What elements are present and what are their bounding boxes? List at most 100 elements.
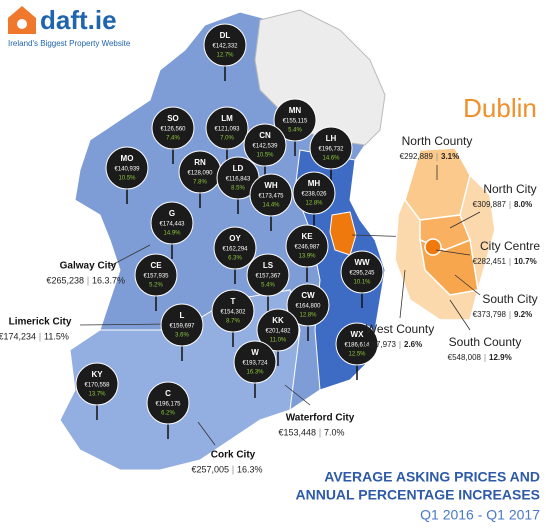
county-change: 8.7% [226, 319, 240, 325]
county-code: LD [233, 164, 244, 173]
city-centre-area [424, 238, 442, 256]
county-price: €164,800 [295, 304, 321, 310]
change: 16.3% [237, 464, 263, 474]
county-change: 10.5% [256, 153, 274, 159]
county-price: €196,732 [318, 147, 344, 153]
county-code: KE [301, 232, 313, 241]
area-name: North County [402, 134, 473, 148]
pin [105, 146, 149, 190]
price: €309,887 [473, 200, 507, 209]
county-price: €155,115 [283, 119, 308, 125]
county-code: CE [150, 261, 162, 270]
pin [273, 98, 317, 142]
pin [249, 173, 293, 217]
county-price: €142,332 [212, 44, 238, 50]
county-price: €121,093 [214, 127, 240, 133]
price: €287,973 [363, 340, 397, 349]
county-change: 16.3% [246, 370, 264, 376]
area-name: West County [366, 322, 434, 336]
leader [109, 244, 151, 267]
county-change: 14.9% [163, 231, 181, 237]
county-code: LH [326, 134, 337, 143]
county-price: €193,724 [242, 361, 268, 367]
county-price: €162,294 [222, 247, 248, 253]
county-change: 10.5% [118, 176, 136, 182]
county-code: LS [263, 261, 274, 270]
leader [399, 269, 406, 319]
change: 7.0% [324, 427, 345, 437]
county-change: 8.5% [231, 186, 245, 192]
change: 3.1% [441, 152, 459, 161]
change: 10.7% [514, 257, 537, 266]
county-code: C [165, 389, 171, 398]
county-price: €173,475 [258, 194, 284, 200]
county-code: WH [264, 181, 278, 190]
city-name: Waterford City [286, 413, 355, 424]
pin [146, 381, 190, 425]
pin [151, 106, 195, 150]
county-code: MH [308, 179, 321, 188]
area-name: City Centre [480, 239, 540, 253]
county-code: WX [351, 330, 365, 339]
county-price: €128,090 [187, 171, 213, 177]
county-price: €154,302 [220, 310, 246, 316]
county-change: 7.8% [193, 180, 207, 186]
county-code: G [169, 209, 175, 218]
pin [285, 224, 329, 268]
county-code: DL [220, 31, 231, 40]
county-change: 14.4% [262, 203, 280, 209]
county-price: €157,367 [255, 274, 281, 280]
pin [286, 283, 330, 327]
county-code: L [180, 311, 185, 320]
leaders [79, 165, 481, 446]
county-change: 6.2% [161, 411, 175, 417]
county-price: €174,443 [159, 222, 185, 228]
pin [205, 106, 249, 150]
county-change: 12.8% [299, 313, 317, 319]
footer-title: ANNUAL PERCENTAGE INCREASES [295, 487, 540, 503]
pin [75, 362, 119, 406]
county-code: RN [194, 158, 206, 167]
change: 9.2% [514, 310, 532, 319]
county-price: €201,482 [265, 329, 291, 335]
county-change: 13.9% [298, 254, 316, 260]
pin [213, 226, 257, 270]
leader [197, 421, 216, 446]
pin [246, 253, 290, 297]
price: €548,008 [448, 353, 482, 362]
county-code: SO [167, 114, 179, 123]
price: €292,889 [400, 152, 434, 161]
tagline: Ireland's Biggest Property Website [8, 39, 131, 48]
county-change: 12.8% [305, 201, 323, 207]
city-name: Limerick City [9, 317, 72, 328]
footer-title: AVERAGE ASKING PRICES AND [324, 469, 540, 485]
area-name: South City [482, 292, 537, 306]
leader [449, 299, 471, 331]
pin [243, 123, 287, 167]
pin [309, 126, 353, 170]
county-change: 11.0% [270, 338, 287, 344]
county-change: 7.4% [166, 136, 180, 142]
county-code: W [251, 348, 259, 357]
county-change: 13.7% [88, 392, 106, 398]
area-name: South County [449, 335, 522, 349]
county-price: €295,245 [349, 271, 375, 277]
county-price: €196,175 [155, 402, 181, 408]
county-code: LM [221, 114, 233, 123]
pin [134, 253, 178, 297]
change: 12.9% [489, 353, 512, 362]
leader [435, 249, 471, 256]
county-code: MO [121, 154, 134, 163]
area-name: North City [483, 182, 536, 196]
pin [256, 308, 300, 352]
dublin-title: Dublin [463, 93, 537, 123]
change: 11.5% [44, 331, 69, 341]
county-code: MN [289, 106, 302, 115]
county-change: 5.4% [288, 128, 302, 134]
county-price: €157,935 [143, 274, 169, 280]
city-name: Cork City [211, 450, 256, 461]
county-price: €126,560 [160, 127, 186, 133]
county-change: 14.6% [322, 156, 340, 162]
leader [449, 211, 481, 229]
